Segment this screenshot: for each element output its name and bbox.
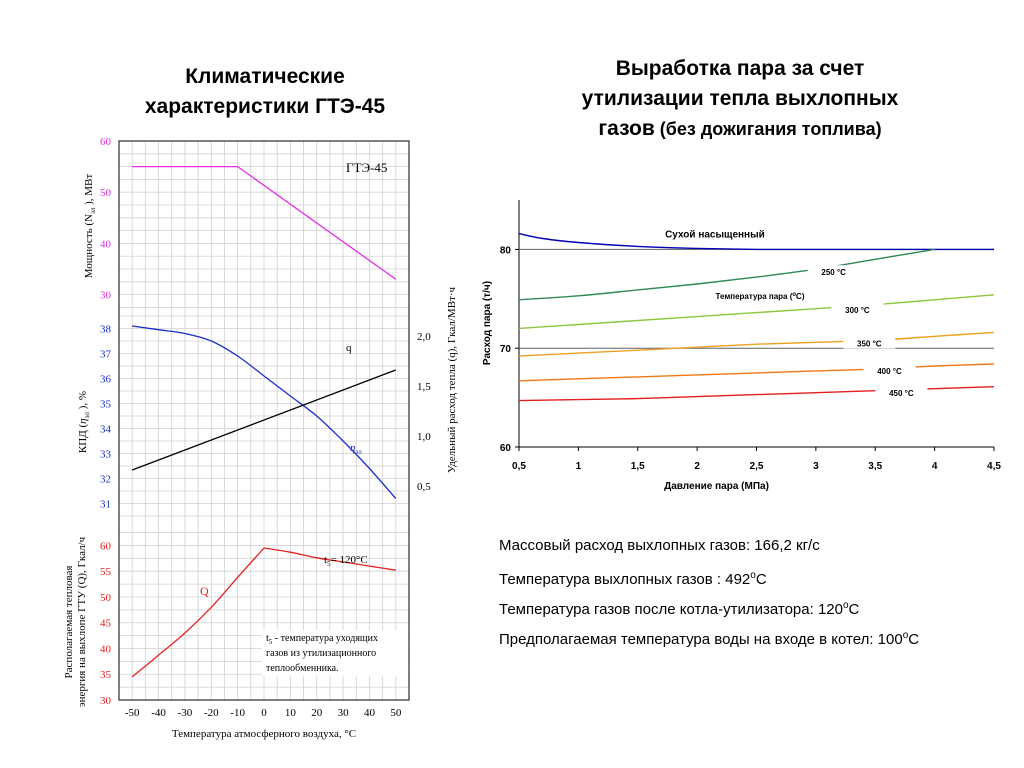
heat-y-label-line2: энергия на выхлопе ГТУ (Q), Гкал/ч <box>76 536 88 707</box>
heat-y-tick: 40 <box>100 643 112 655</box>
specific-heat-y-tick: 1,5 <box>417 381 431 393</box>
power-y-tick: 60 <box>100 136 112 148</box>
temperature-x-tick: 30 <box>338 707 350 719</box>
efficiency-y-label: КПД (ηэл ), % <box>77 391 91 453</box>
power-series-line <box>132 165 397 280</box>
left-title: Климатические характеристики ГТЭ-45 <box>85 62 445 122</box>
left-title-line1: Климатические <box>185 65 345 88</box>
heat-series-falling-line <box>263 547 396 571</box>
temperature-x-tick: -20 <box>204 707 219 719</box>
right-title-main: газов <box>598 117 655 140</box>
efficiency-y-tick: 32 <box>100 474 111 486</box>
note-line3: теплообменника. <box>266 663 339 674</box>
power-y-tick: 30 <box>100 290 112 302</box>
specific-heat-y-tick: 0,5 <box>417 481 431 493</box>
temperature-x-label: Температура атмосферного воздуха, °С <box>172 728 356 740</box>
specific-heat-y-tick: 2,0 <box>417 331 431 343</box>
temperature-x-tick: 50 <box>390 707 402 719</box>
temperature-x-tick: -10 <box>230 707 245 719</box>
temperature-x-tick: -50 <box>125 707 140 719</box>
info-line-after-boiler-temp: Температура газов после котла-утилизатор… <box>499 600 860 618</box>
power-y-tick: 40 <box>100 238 112 250</box>
right-title-line2: утилизации тепла выхлопных <box>581 87 899 110</box>
heat-y-tick: 55 <box>100 566 112 578</box>
specific-heat-series-label: q <box>346 342 352 354</box>
right-title-line3: газов (без дожигания топлива) <box>510 114 970 144</box>
power-y-label: Мощность (Nэл ), МВт <box>83 174 97 279</box>
efficiency-y-tick: 31 <box>100 499 111 511</box>
info-line-mass-flow: Массовый расход выхлопных газов: 166,2 к… <box>499 537 820 554</box>
heat-y-tick: 50 <box>100 592 112 604</box>
left-chart-frame <box>118 140 410 701</box>
efficiency-y-tick: 36 <box>100 374 112 386</box>
efficiency-series-label: ηэл <box>350 442 362 456</box>
efficiency-y-tick: 38 <box>100 324 112 336</box>
specific-heat-series-line <box>131 369 397 471</box>
left-title-line2: характеристики ГТЭ-45 <box>144 95 386 118</box>
heat-y-tick: 45 <box>100 618 112 630</box>
specific-heat-y-tick: 1,0 <box>417 431 431 443</box>
note-line1: t5 - температура уходящих <box>266 633 378 646</box>
heat-y-tick: 35 <box>100 669 112 681</box>
note-box-background <box>262 630 408 676</box>
temperature-x-tick: -40 <box>151 707 166 719</box>
heat-series-rising-line <box>131 547 265 678</box>
efficiency-y-tick: 37 <box>100 349 112 361</box>
power-y-tick: 50 <box>100 187 112 199</box>
temperature-x-tick: 40 <box>364 707 376 719</box>
right-title-line1: Выработка пара за счет <box>615 57 865 80</box>
efficiency-series-line <box>132 325 397 499</box>
efficiency-y-tick: 34 <box>100 424 112 436</box>
exhaust-info: Массовый расход выхлопных газов: 166,2 к… <box>499 536 919 656</box>
chart-label-gte45: ГТЭ-45 <box>346 160 387 175</box>
efficiency-y-tick: 35 <box>100 399 112 411</box>
heat-y-tick: 60 <box>100 540 112 552</box>
info-line-exhaust-temp: Температура выхлопных газов : 492oС <box>499 570 767 588</box>
note-line2: газов из утилизационного <box>266 648 376 659</box>
efficiency-y-tick: 33 <box>100 449 112 461</box>
heat-series-label: Q <box>200 584 209 598</box>
heat-y-tick: 30 <box>100 695 112 707</box>
info-line-water-temp: Предполагаемая температура воды на входе… <box>499 630 920 648</box>
temperature-x-tick: 20 <box>311 707 323 719</box>
temperature-x-tick: 0 <box>261 707 267 719</box>
right-title: Выработка пара за счет утилизации тепла … <box>510 54 970 144</box>
specific-heat-y-label: Удельный расход тепла (q), Гкал/МВт·ч <box>446 286 458 473</box>
temperature-x-tick: -30 <box>178 707 193 719</box>
right-title-paren: (без дожигания топлива) <box>654 119 882 139</box>
t5-annotation: t5= 120°С <box>324 554 368 568</box>
heat-y-label-line1: Располагаемая тепловая <box>63 566 75 679</box>
temperature-x-tick: 10 <box>285 707 297 719</box>
